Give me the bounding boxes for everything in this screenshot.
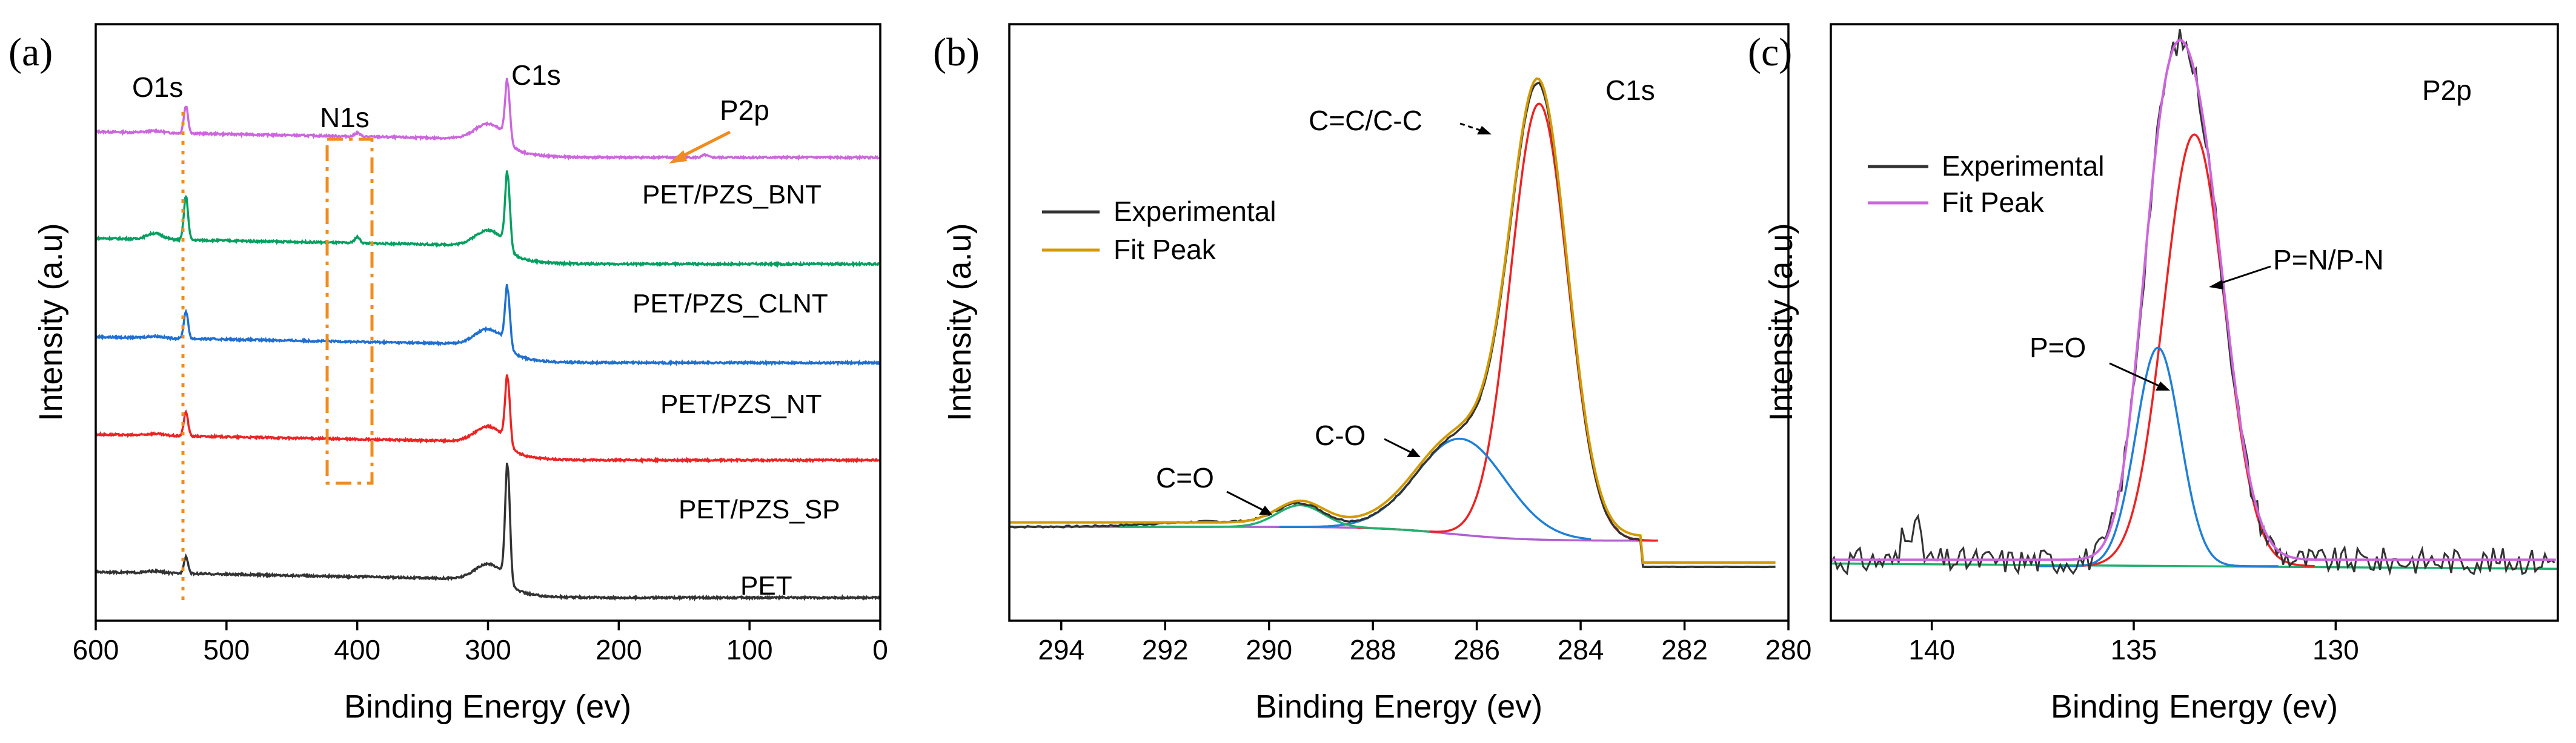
experimental-line — [1009, 81, 1776, 569]
annotation-pn-arrow-head — [2209, 280, 2223, 289]
x-tick-label: 292 — [1142, 634, 1189, 665]
spectrum-line — [95, 170, 881, 268]
panel-c: (c) 140 135 130 Binding Energy (ev) Intens… — [1748, 23, 2559, 725]
annotation-p-eq-o-arrow — [2109, 362, 2163, 389]
x-tick-label: 0 — [872, 634, 888, 665]
annotation-p-eq-o: P=O — [2030, 332, 2086, 363]
panel-c-plot-area — [1830, 29, 2558, 576]
spectrum-line — [95, 463, 881, 602]
panel-b-frame — [1008, 23, 1790, 622]
annotation-c-eq-o-arrow-head — [1259, 506, 1272, 515]
spectrum-label-pet: PET — [740, 571, 792, 601]
x-tick-label: 400 — [334, 634, 380, 665]
annotation-c-eq-o: C=O — [1156, 462, 1214, 494]
annotation-pn: P=N/P-N — [2273, 244, 2384, 276]
spectrum-line — [95, 374, 881, 464]
panel-b-label: (b) — [933, 30, 980, 74]
spectrum-label-bnt: PET/PZS_BNT — [642, 180, 822, 210]
x-tick-label: 294 — [1038, 634, 1084, 665]
spectrum-label-clnt: PET/PZS_CLNT — [632, 289, 828, 319]
component-peak — [2037, 346, 2279, 567]
x-tick-label: 288 — [1350, 634, 1396, 665]
component-peak — [1357, 102, 1658, 542]
annotation-co-arrow — [1384, 438, 1415, 455]
x-tick-label: 200 — [596, 634, 642, 665]
annotation-co-arrow-head — [1407, 448, 1421, 457]
x-tick-label: 282 — [1661, 634, 1708, 665]
component-peak — [2073, 133, 2315, 567]
panel-c-y-axis-label: Intensity (a.u) — [1763, 223, 1799, 421]
panel-c-label: (c) — [1748, 30, 1792, 74]
spectrum-line — [95, 284, 881, 366]
panel-a-y-axis-label: Intensity (a.u) — [33, 223, 69, 421]
x-tick-label: 600 — [73, 634, 119, 665]
spectrum-label-nt: PET/PZS_NT — [660, 389, 822, 419]
background-line — [1830, 562, 2558, 570]
fit-envelope-line — [1009, 77, 1776, 564]
annotation-co: C-O — [1315, 420, 1366, 451]
legend-label-experimental-c: Experimental — [1942, 150, 2104, 182]
fit-envelope-line — [1831, 39, 2556, 561]
peak-label-c1s: C1s — [511, 59, 561, 91]
n1s-highlight-box — [325, 137, 374, 485]
panel-b-x-axis-label: Binding Energy (ev) — [1255, 689, 1542, 725]
panel-b-plot-area — [1009, 77, 1776, 569]
annotation-cc: C=C/C-C — [1309, 105, 1422, 136]
panel-c-x-axis-label: Binding Energy (ev) — [2051, 689, 2338, 725]
p2p-arrow-head — [669, 150, 687, 163]
x-tick-label: 284 — [1558, 634, 1604, 665]
experimental-line — [1830, 29, 2555, 576]
panel-a-x-axis-label: Binding Energy (ev) — [344, 689, 631, 725]
x-tick-label: 290 — [1246, 634, 1292, 665]
annotation-cc-arrow-head — [1477, 126, 1492, 134]
panel-b: (b) 294 292 290 288 286 284 282 280 Binding Ene… — [933, 23, 1811, 725]
spectrum-line — [95, 78, 881, 161]
annotation-c-eq-o-arrow — [1226, 490, 1267, 513]
panel-c-x-ticks: 140 135 130 — [1908, 621, 2359, 665]
panel-b-title: C1s — [1605, 74, 1655, 106]
x-tick-label: 300 — [465, 634, 511, 665]
legend-label-fit-c: Fit Peak — [1942, 187, 2045, 218]
p2p-arrow — [676, 130, 731, 160]
panel-b-x-ticks: 294 292 290 288 286 284 282 280 — [1038, 621, 1811, 665]
panel-a-plot-area — [95, 78, 881, 602]
annotation-pn-arrow — [2216, 265, 2271, 286]
panel-c-title: P2p — [2422, 74, 2472, 106]
x-tick-label: 280 — [1765, 634, 1812, 665]
legend-label-fit-b: Fit Peak — [1114, 234, 1217, 265]
x-tick-label: 100 — [726, 634, 773, 665]
panel-a-label: (a) — [8, 30, 53, 74]
peak-label-p2p: P2p — [720, 94, 769, 126]
annotation-cc-arrow — [1459, 122, 1486, 133]
peak-label-o1s: O1s — [132, 71, 183, 103]
panel-b-y-axis-label: Intensity (a.u) — [941, 223, 978, 421]
annotation-p-eq-o-arrow-head — [2156, 381, 2170, 391]
panel-a-x-ticks: 600 500 400 300 200 100 0 — [73, 621, 888, 665]
peak-label-n1s: N1s — [320, 102, 370, 133]
legend-label-experimental-b: Experimental — [1114, 196, 1276, 227]
component-peak — [1118, 504, 1430, 533]
x-tick-label: 286 — [1453, 634, 1500, 665]
background-line — [1009, 526, 1656, 542]
component-peak — [1279, 437, 1592, 541]
x-tick-label: 500 — [203, 634, 250, 665]
spectrum-label-sp: PET/PZS_SP — [679, 495, 840, 524]
panel-c-frame — [1830, 23, 2559, 622]
x-tick-label: 140 — [1908, 634, 1955, 665]
panel-a: (a) 600 500 400 300 200 100 0 Binding Energy (… — [8, 23, 888, 725]
x-tick-label: 135 — [2111, 634, 2157, 665]
x-tick-label: 130 — [2312, 634, 2359, 665]
